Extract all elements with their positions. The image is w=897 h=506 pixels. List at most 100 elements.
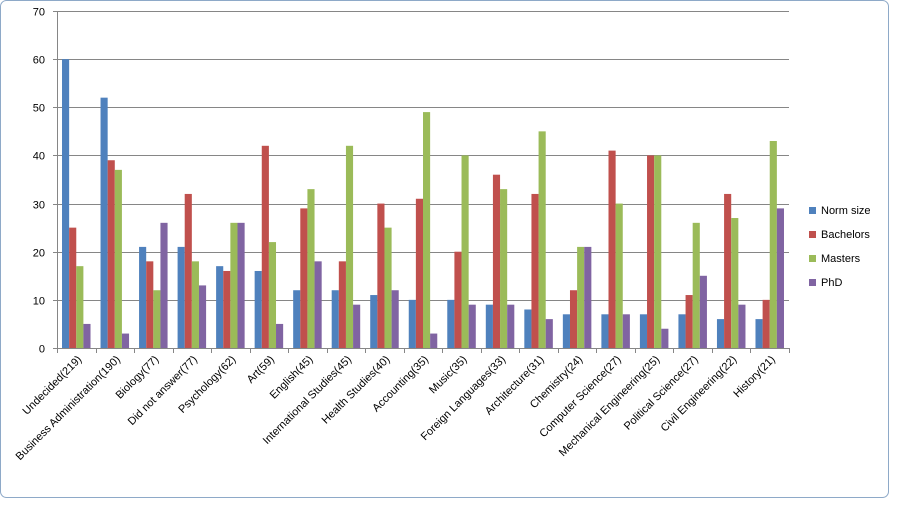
x-tick-labels: Undecided(219)Business Administration(19… [14, 354, 778, 463]
bar-masters [114, 169, 122, 348]
bar-norm-size [216, 266, 224, 348]
bar-norm-size [62, 59, 70, 348]
bar-norm-size [139, 246, 147, 348]
bar-bachelors [184, 193, 192, 348]
bar-phd [314, 261, 322, 348]
bar-bachelors [685, 295, 693, 348]
bar-phd [507, 304, 515, 348]
bar-masters [268, 242, 277, 348]
bar-norm-size [601, 314, 609, 348]
bar-norm-size [755, 319, 763, 348]
bar-phd [622, 314, 630, 348]
axes [53, 11, 790, 353]
y-tick-label: 60 [33, 55, 45, 67]
bar-norm-size [485, 304, 493, 348]
bar-phd [430, 333, 438, 348]
x-tick-label: Health Studies(40) [320, 354, 393, 427]
y-tick-label: 50 [33, 103, 45, 115]
bar-masters [615, 203, 623, 348]
bar-phd [738, 304, 746, 348]
bar-bachelors [107, 160, 115, 348]
bars [62, 59, 784, 348]
legend-label: Norm size [821, 205, 871, 217]
bar-bachelors [531, 193, 539, 348]
x-tick-label: Art(59) [245, 354, 277, 386]
y-tick-label: 20 [33, 248, 45, 260]
bar-masters [538, 131, 546, 348]
bar-masters [654, 155, 662, 348]
bar-masters [577, 246, 585, 348]
y-tick-label: 30 [33, 200, 45, 212]
legend: Norm size Bachelors Masters PhD [809, 205, 871, 289]
bar-masters [384, 227, 392, 348]
bar-bachelors [338, 261, 346, 348]
bar-norm-size [716, 319, 725, 348]
bar-bachelors [146, 261, 154, 348]
legend-swatch [809, 207, 816, 214]
bar-bachelors [454, 251, 462, 348]
bar-norm-size [639, 314, 648, 348]
bar-bachelors [569, 290, 578, 348]
bar-phd [198, 285, 207, 348]
bar-bachelors [415, 198, 423, 348]
bar-phd [276, 323, 284, 348]
bar-bachelors [69, 227, 77, 348]
bar-masters [307, 189, 315, 348]
bar-phd [121, 333, 130, 348]
y-tick-labels: 0 10 20 30 40 50 60 70 [33, 7, 45, 356]
bar-norm-size [678, 314, 686, 348]
bar-phd [468, 304, 476, 348]
bar-masters [692, 222, 700, 348]
bar-masters [153, 290, 161, 348]
bar-phd [584, 246, 592, 348]
x-tick-label: Civil Engineering(22) [659, 354, 740, 435]
bar-masters [230, 222, 238, 348]
bar-masters [191, 261, 199, 348]
bar-bachelors [647, 155, 655, 348]
bar-norm-size [331, 290, 339, 348]
legend-label: Bachelors [821, 229, 870, 241]
bar-norm-size [293, 290, 301, 348]
bar-norm-size [254, 270, 262, 348]
y-tick-label: 40 [33, 151, 45, 163]
bar-norm-size [370, 295, 378, 348]
bar-bachelors [492, 174, 501, 348]
bar-norm-size [562, 314, 570, 348]
bar-bachelors [223, 270, 231, 348]
bar-masters [461, 155, 469, 348]
bar-phd [661, 328, 669, 348]
legend-label: Masters [821, 253, 861, 265]
bar-masters [423, 112, 431, 348]
x-tick-label: Did not answer(77) [126, 354, 200, 428]
bar-phd [160, 222, 168, 348]
bar-phd [237, 222, 245, 348]
bar-norm-size [177, 246, 185, 348]
bar-norm-size [408, 299, 416, 348]
chart-border [0, 0, 889, 498]
bar-phd [83, 323, 91, 348]
bar-phd [699, 275, 707, 348]
bar-phd [391, 290, 399, 348]
x-tick-label: History(21) [731, 354, 778, 401]
legend-label: PhD [821, 277, 842, 289]
bar-phd [776, 208, 784, 348]
x-tick-label: Political Science(27) [622, 354, 701, 433]
bar-masters [76, 266, 84, 348]
y-tick-label: 10 [33, 296, 45, 308]
bar-phd [545, 319, 553, 348]
bar-norm-size [447, 299, 455, 348]
legend-swatch [809, 279, 816, 286]
y-tick-label: 0 [39, 344, 45, 356]
y-tick-label: 70 [33, 7, 45, 19]
bar-bachelors [261, 145, 269, 348]
legend-swatch [809, 231, 816, 238]
bar-bachelors [608, 150, 616, 348]
bar-masters [500, 189, 508, 348]
legend-swatch [809, 255, 816, 262]
bar-norm-size [100, 97, 108, 348]
bar-phd [353, 304, 361, 348]
bar-masters [345, 145, 354, 348]
bar-bachelors [377, 203, 385, 348]
